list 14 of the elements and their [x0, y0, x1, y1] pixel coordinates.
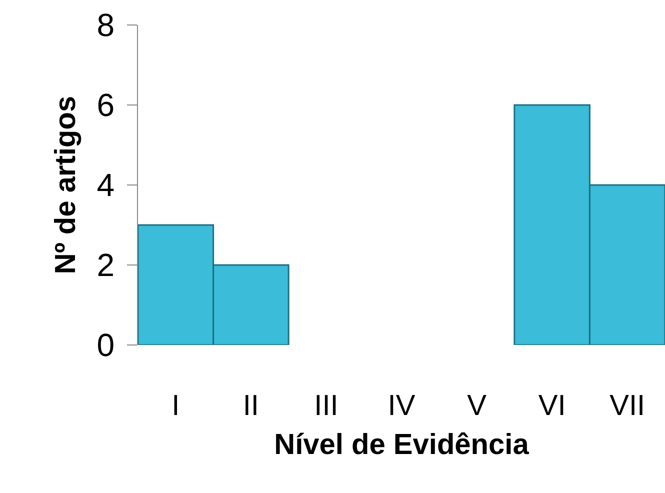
x-axis-title: Nível de Evidência — [274, 428, 530, 461]
y-axis-title: Nº de artigos — [50, 96, 82, 274]
y-tick-label: 0 — [96, 327, 115, 364]
y-tick-label: 6 — [96, 87, 115, 124]
x-tick-label: VI — [538, 390, 566, 422]
y-tick-label: 2 — [96, 247, 115, 284]
y-tick-label: 4 — [96, 167, 115, 204]
x-tick-label: IV — [388, 390, 416, 422]
y-tick-label: 8 — [96, 7, 115, 44]
x-tick-label: I — [172, 390, 180, 422]
x-tick-label: III — [314, 390, 338, 422]
x-tick-label: V — [467, 390, 488, 422]
x-tick-label: VII — [610, 390, 646, 422]
x-tick-label: II — [242, 390, 259, 422]
